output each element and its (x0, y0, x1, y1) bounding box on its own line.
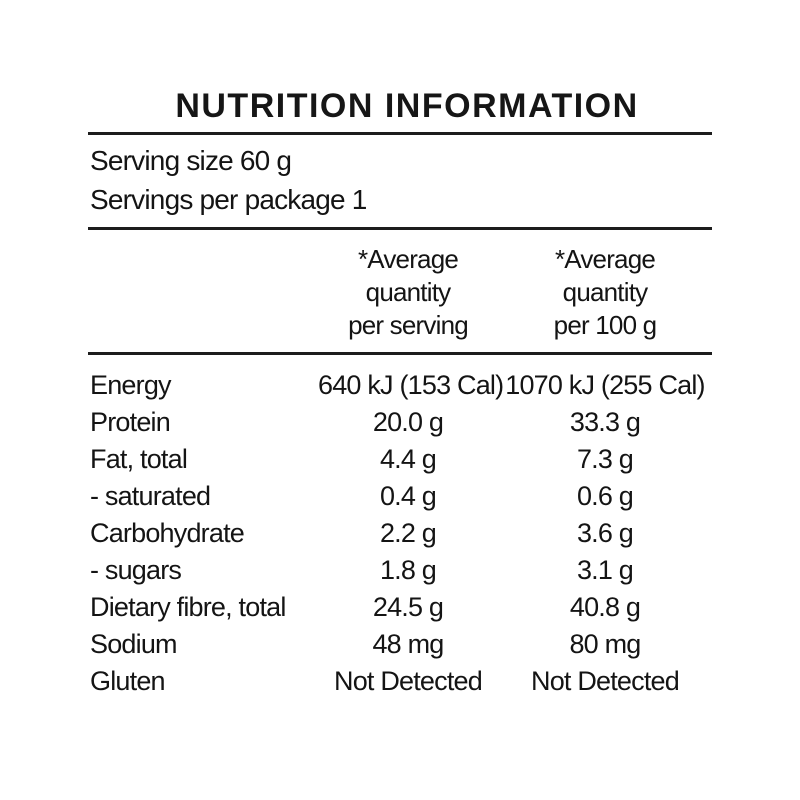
per-serving-value: Not Detected (334, 666, 483, 696)
column-header-line: per 100 g (553, 310, 657, 340)
column-headers: *Average quantity per serving *Average q… (88, 230, 712, 352)
nutrient-label: Sodium (90, 629, 178, 659)
per-serving-value: 1.8 g (379, 555, 437, 585)
nutrient-label: Gluten (90, 666, 166, 696)
nutrient-label: - sugars (90, 555, 182, 585)
per-serving-value: 0.4 g (379, 481, 437, 511)
divider-below-column-headers (88, 352, 712, 355)
table-row-fat-total: Fat, total 4.4 g 7.3 g (88, 441, 712, 478)
table-row-dietary-fibre: Dietary fibre, total 24.5 g 40.8 g (88, 589, 712, 626)
table-row-protein: Protein 20.0 g 33.3 g (88, 404, 712, 441)
per-100g-value: 7.3 g (576, 444, 634, 474)
per-serving-value: 640 kJ (153 Cal) (318, 370, 504, 400)
column-header-per-100g: *Average quantity per 100 g (498, 243, 712, 342)
nutrition-table: Energy 640 kJ (153 Cal) 1070 kJ (255 Cal… (88, 355, 712, 700)
table-row-sodium: Sodium 48 mg 80 mg (88, 626, 712, 663)
per-serving-value: 24.5 g (372, 592, 444, 622)
per-100g-value: 33.3 g (569, 407, 641, 437)
servings-per-package-text: Servings per package 1 (90, 184, 367, 215)
per-serving-value: 20.0 g (372, 407, 444, 437)
divider-below-serving-info (88, 227, 712, 230)
serving-info: Serving size 60 g Servings per package 1 (88, 135, 712, 227)
per-100g-value: 3.1 g (576, 555, 634, 585)
per-serving-value: 2.2 g (379, 518, 437, 548)
nutrient-label: Carbohydrate (90, 518, 245, 548)
column-header-line: quantity (562, 277, 648, 307)
column-header-spacer (88, 243, 318, 342)
column-header-line: quantity (365, 277, 451, 307)
table-row-energy: Energy 640 kJ (153 Cal) 1070 kJ (255 Cal… (88, 367, 712, 404)
per-serving-value: 48 mg (372, 629, 444, 659)
per-100g-value: Not Detected (531, 666, 680, 696)
table-row-carbohydrate: Carbohydrate 2.2 g 3.6 g (88, 515, 712, 552)
nutrient-label: - saturated (90, 481, 211, 511)
per-100g-value: 80 mg (569, 629, 641, 659)
column-header-per-serving: *Average quantity per serving (318, 243, 498, 342)
table-row-sugars: - sugars 1.8 g 3.1 g (88, 552, 712, 589)
per-100g-value: 3.6 g (576, 518, 634, 548)
nutrient-label: Dietary fibre, total (90, 592, 286, 622)
table-row-gluten: Gluten Not Detected Not Detected (88, 663, 712, 700)
serving-size-text: Serving size 60 g (90, 145, 292, 176)
nutrition-information-panel: NUTRITION INFORMATION Serving size 60 g … (88, 86, 712, 700)
panel-title: NUTRITION INFORMATION (175, 87, 639, 125)
per-100g-value: 0.6 g (576, 481, 634, 511)
nutrient-label: Protein (90, 407, 171, 437)
per-serving-value: 4.4 g (379, 444, 437, 474)
divider-below-title (88, 132, 712, 135)
column-header-line: *Average (357, 244, 459, 274)
per-100g-value: 1070 kJ (255 Cal) (505, 370, 705, 400)
column-header-line: per serving (348, 310, 469, 340)
per-100g-value: 40.8 g (569, 592, 641, 622)
table-row-saturated-fat: - saturated 0.4 g 0.6 g (88, 478, 712, 515)
nutrient-label: Fat, total (90, 444, 188, 474)
nutrient-label: Energy (90, 370, 172, 400)
column-header-line: *Average (554, 244, 656, 274)
